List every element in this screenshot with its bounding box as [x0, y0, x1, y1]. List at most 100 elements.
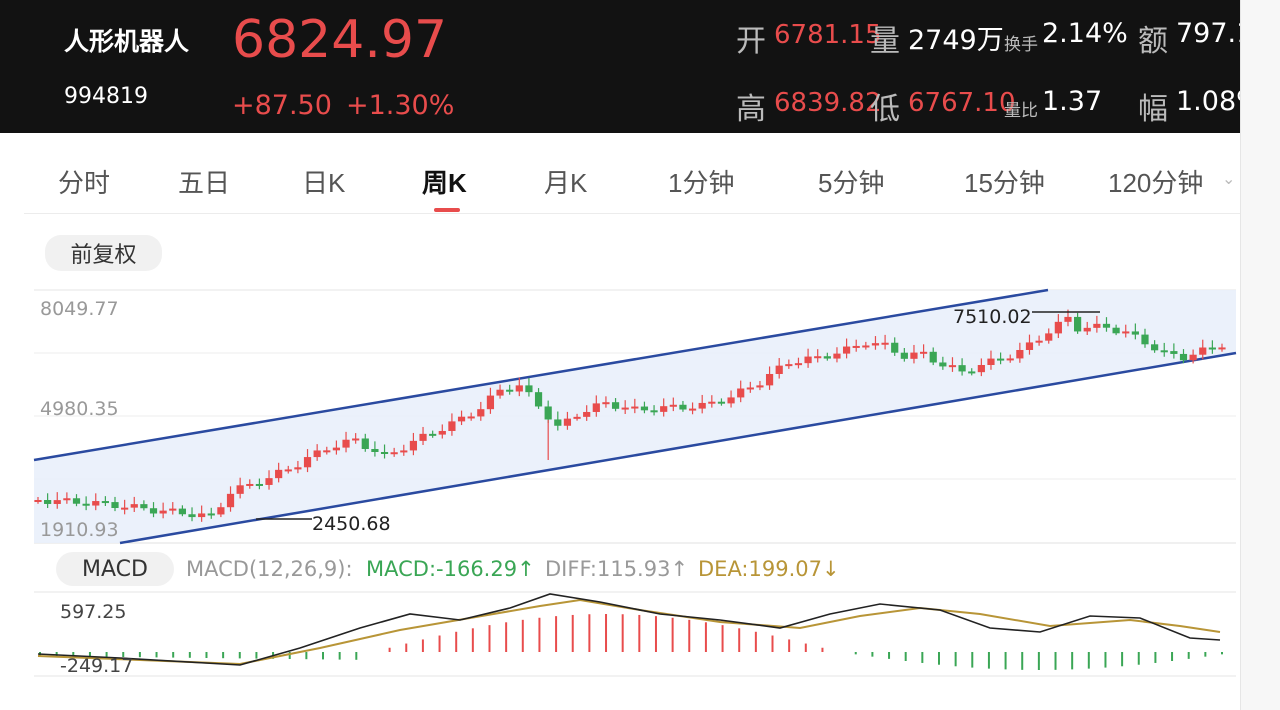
candle-body — [1054, 321, 1062, 334]
macd-chart: 597.25 -249.17 — [34, 591, 1236, 677]
candle-body — [1199, 347, 1207, 355]
tab-five-day[interactable]: 五日 — [178, 168, 231, 198]
candle-body — [448, 421, 456, 431]
turnover-value: 2.14% — [1042, 18, 1128, 49]
candle-body — [371, 448, 379, 452]
candle-body — [900, 352, 908, 359]
candle-body — [72, 498, 81, 504]
candle-body — [149, 508, 158, 514]
candle-body — [939, 362, 947, 367]
candle-body — [660, 406, 668, 412]
candle-body — [486, 395, 495, 410]
candle-body — [92, 501, 100, 506]
candle-body — [997, 358, 1005, 361]
tab-1-min[interactable]: 1分钟 — [668, 168, 735, 198]
candle-body — [698, 402, 706, 409]
macd-histogram — [39, 614, 1223, 670]
candle-body — [968, 371, 976, 374]
candle-body — [1016, 349, 1024, 359]
tab-15-min[interactable]: 15分钟 — [964, 168, 1045, 198]
candle-body — [602, 402, 610, 405]
candle-body — [1045, 333, 1053, 341]
candle-body — [44, 500, 52, 504]
candle-body — [891, 342, 899, 353]
amount-label: 额 — [1138, 24, 1168, 59]
candle-body — [63, 498, 71, 501]
price-chart: 8049.77 4980.35 1910.93 7510.02 2450.68 — [33, 288, 1237, 545]
right-gutter — [1240, 0, 1280, 710]
tab-intraday[interactable]: 分时 — [58, 168, 111, 198]
dea-line — [37, 598, 1221, 666]
candle-body — [207, 513, 215, 516]
candle-body — [265, 478, 273, 485]
price-change-pct: +1.30% — [346, 90, 455, 121]
candle-body — [332, 447, 341, 451]
candle-body — [1151, 344, 1159, 351]
candle-body — [765, 373, 774, 386]
candle-body — [1064, 316, 1072, 322]
candle-body — [563, 418, 572, 426]
candle-body — [140, 504, 148, 509]
candle-body — [226, 493, 235, 508]
candle-body — [583, 411, 591, 417]
volume-ratio-value: 1.37 — [1042, 86, 1103, 117]
candle-body — [727, 397, 735, 404]
candle-body — [554, 419, 562, 426]
candlesticks — [34, 309, 1226, 522]
diff-line — [37, 593, 1221, 666]
tab-monthly-k[interactable]: 月K — [544, 168, 588, 198]
candle-body — [1025, 342, 1034, 350]
candle-body — [1179, 353, 1188, 361]
candle-body — [756, 385, 764, 388]
lower-channel-line — [119, 351, 1237, 545]
candle-body — [1189, 354, 1197, 361]
tab-120-min[interactable]: 120分钟 — [1108, 168, 1204, 198]
candle-body — [198, 513, 206, 518]
candle-body — [323, 450, 331, 453]
high-label: 高 — [736, 92, 766, 127]
candle-body — [842, 346, 851, 354]
candle-body — [284, 469, 292, 472]
chevron-down-icon[interactable]: ⌄ — [1222, 169, 1236, 188]
candle-body — [862, 345, 870, 348]
volume-value: 2749万 — [908, 25, 1004, 56]
candle-body — [737, 388, 745, 398]
candle-body — [303, 457, 312, 468]
candle-body — [948, 365, 957, 368]
candle-body — [400, 450, 408, 453]
candle-body — [1170, 351, 1178, 354]
candle-body — [640, 406, 649, 411]
diff-value: DIFF:115.93↑ — [545, 557, 689, 581]
adjust-button[interactable]: 前复权 — [45, 235, 162, 271]
candle-body — [525, 385, 533, 393]
macd-button[interactable]: MACD — [56, 552, 174, 586]
axis-label-top: 8049.77 — [40, 298, 119, 320]
candle-body — [429, 433, 437, 436]
candle-body — [708, 401, 716, 404]
active-tab-indicator — [434, 208, 460, 212]
macd-value: MACD:-166.29↑ — [366, 557, 535, 581]
candle-body — [111, 502, 119, 509]
candle-body — [1218, 347, 1226, 350]
candle-body — [255, 483, 263, 486]
candle-body — [804, 356, 812, 364]
macd-params: MACD(12,26,9): — [186, 557, 353, 581]
candle-body — [506, 389, 514, 392]
candle-body — [544, 406, 552, 420]
candle-body — [631, 406, 639, 409]
candle-body — [217, 507, 225, 515]
tab-5-min[interactable]: 5分钟 — [818, 168, 885, 198]
axis-label-bottom: 1910.93 — [40, 519, 119, 541]
upper-channel-line — [33, 288, 1049, 462]
candle-body — [785, 364, 793, 367]
candle-body — [794, 363, 803, 366]
candle-body — [130, 504, 138, 508]
tab-weekly-k[interactable]: 周K — [422, 168, 467, 198]
tab-daily-k[interactable]: 日K — [302, 168, 346, 198]
candle-body — [688, 408, 697, 411]
candle-body — [929, 351, 937, 363]
candle-body — [679, 404, 687, 410]
candle-body — [910, 352, 918, 359]
candle-body — [919, 351, 928, 354]
low-value: 6767.10 — [908, 88, 1016, 118]
